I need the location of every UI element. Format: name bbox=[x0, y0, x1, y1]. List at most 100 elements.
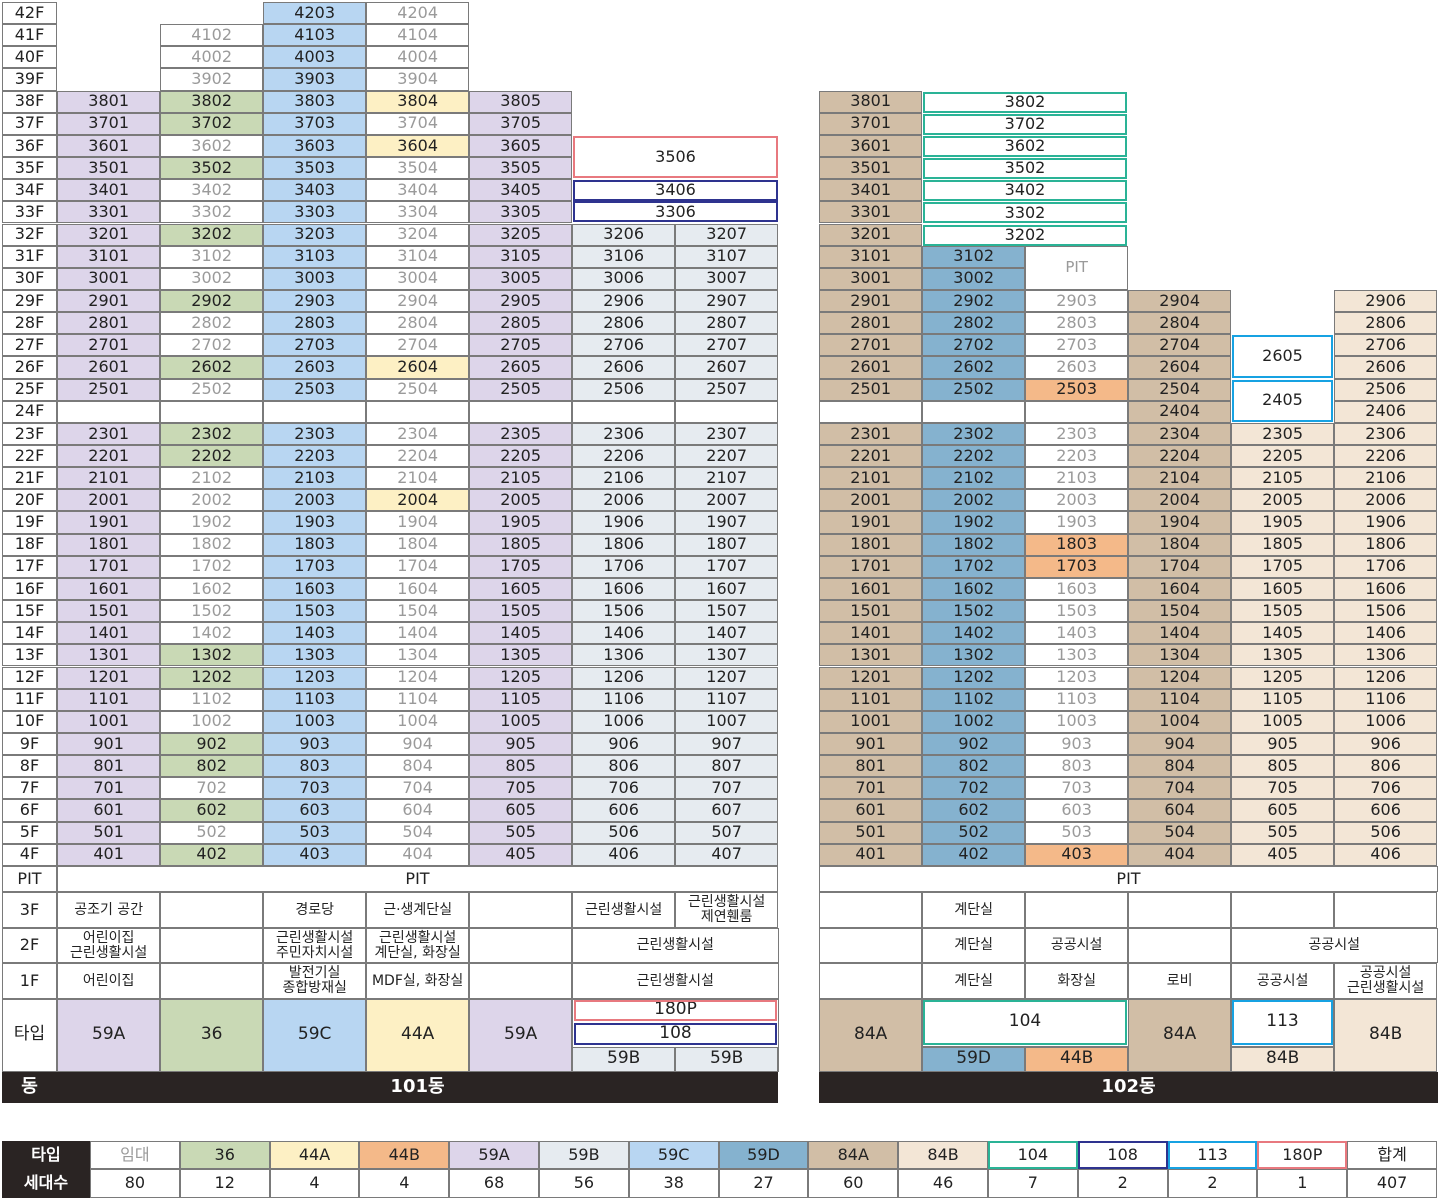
unit-cell[interactable]: 1801 bbox=[57, 533, 161, 556]
unit-cell[interactable]: 3002 bbox=[922, 267, 1026, 290]
unit-cell[interactable]: 1705 bbox=[1231, 555, 1335, 578]
unit-cell[interactable]: 3805 bbox=[469, 90, 573, 113]
unit-cell[interactable]: 1005 bbox=[1231, 710, 1335, 733]
unit-cell-wide[interactable]: 3202 bbox=[923, 224, 1127, 246]
unit-cell[interactable]: 2701 bbox=[57, 334, 161, 357]
unit-cell[interactable]: 806 bbox=[1334, 755, 1438, 778]
unit-cell-113[interactable]: 2405 bbox=[1232, 379, 1333, 422]
unit-cell[interactable]: 3505 bbox=[469, 157, 573, 180]
unit-cell[interactable]: 1001 bbox=[819, 710, 923, 733]
unit-cell[interactable]: 903 bbox=[263, 732, 367, 756]
unit-cell[interactable]: 1303 bbox=[263, 644, 367, 667]
unit-cell[interactable]: 1903 bbox=[1025, 511, 1129, 534]
unit-cell[interactable]: 1506 bbox=[572, 600, 676, 623]
unit-cell[interactable]: 804 bbox=[1128, 755, 1232, 778]
unit-cell[interactable]: 2107 bbox=[675, 467, 779, 490]
unit-cell[interactable]: 406 bbox=[572, 843, 676, 866]
unit-cell[interactable]: 803 bbox=[263, 755, 367, 778]
unit-cell[interactable]: 505 bbox=[1231, 821, 1335, 844]
unit-cell[interactable]: 4104 bbox=[366, 24, 470, 47]
unit-cell[interactable]: 404 bbox=[366, 843, 470, 866]
unit-cell[interactable]: 1802 bbox=[922, 533, 1026, 556]
unit-cell[interactable]: 702 bbox=[160, 777, 264, 800]
unit-cell[interactable]: 1002 bbox=[160, 710, 264, 733]
unit-cell[interactable]: 1304 bbox=[366, 644, 470, 667]
unit-cell[interactable]: 2105 bbox=[469, 467, 573, 490]
unit-cell[interactable]: 706 bbox=[1334, 777, 1438, 800]
unit-cell[interactable]: 2302 bbox=[922, 422, 1026, 445]
unit-cell[interactable]: 1702 bbox=[922, 555, 1026, 578]
unit-cell[interactable]: 1203 bbox=[263, 666, 367, 689]
unit-cell[interactable]: 1504 bbox=[366, 600, 470, 623]
unit-cell[interactable]: 3204 bbox=[366, 223, 470, 246]
unit-cell[interactable]: 3705 bbox=[469, 112, 573, 135]
unit-cell[interactable]: 701 bbox=[57, 777, 161, 800]
unit-cell[interactable]: 3107 bbox=[675, 245, 779, 268]
unit-cell[interactable]: 1607 bbox=[675, 577, 779, 601]
unit-cell[interactable]: 1904 bbox=[1128, 511, 1232, 534]
unit-cell[interactable]: 906 bbox=[572, 732, 676, 756]
unit-cell[interactable]: 1304 bbox=[1128, 644, 1232, 667]
unit-cell[interactable]: 501 bbox=[57, 821, 161, 844]
unit-cell[interactable]: 1207 bbox=[675, 666, 779, 689]
unit-cell[interactable]: 1902 bbox=[160, 511, 264, 534]
unit-cell[interactable]: 601 bbox=[819, 799, 923, 822]
unit-cell[interactable]: 405 bbox=[1231, 843, 1335, 866]
unit-cell[interactable]: 2904 bbox=[1128, 289, 1232, 313]
unit-cell[interactable]: 1402 bbox=[160, 622, 264, 645]
unit-cell[interactable]: 3402 bbox=[160, 179, 264, 202]
unit-cell[interactable]: 3103 bbox=[263, 245, 367, 268]
unit-cell[interactable]: 1804 bbox=[366, 533, 470, 556]
unit-cell[interactable]: 3302 bbox=[160, 201, 264, 224]
unit-cell[interactable]: 2203 bbox=[263, 445, 367, 468]
unit-cell[interactable]: 2304 bbox=[366, 422, 470, 445]
unit-cell[interactable]: 3501 bbox=[819, 157, 923, 180]
unit-cell[interactable]: 707 bbox=[675, 777, 779, 800]
unit-cell[interactable]: 4103 bbox=[263, 24, 367, 47]
unit-cell[interactable]: 2102 bbox=[160, 467, 264, 490]
unit-cell[interactable]: 3504 bbox=[366, 157, 470, 180]
unit-cell[interactable]: 3604 bbox=[366, 134, 470, 158]
unit-cell[interactable]: 2602 bbox=[160, 356, 264, 379]
unit-cell[interactable]: 2303 bbox=[263, 422, 367, 445]
unit-cell[interactable]: 1605 bbox=[1231, 577, 1335, 601]
unit-cell[interactable]: 1503 bbox=[1025, 600, 1129, 623]
unit-cell[interactable]: 3503 bbox=[263, 157, 367, 180]
unit-cell[interactable]: 3105 bbox=[469, 245, 573, 268]
unit-cell[interactable]: 3804 bbox=[366, 90, 470, 113]
unit-cell-wide[interactable]: 3402 bbox=[923, 180, 1127, 202]
unit-cell[interactable]: 3101 bbox=[57, 245, 161, 268]
unit-cell[interactable]: 2206 bbox=[572, 445, 676, 468]
unit-cell[interactable]: 1201 bbox=[819, 666, 923, 689]
unit-cell[interactable]: 401 bbox=[819, 843, 923, 866]
unit-cell[interactable]: 605 bbox=[469, 799, 573, 822]
unit-cell[interactable]: 2503 bbox=[1025, 378, 1129, 401]
unit-cell[interactable]: 3206 bbox=[572, 223, 676, 246]
unit-cell[interactable]: 2002 bbox=[160, 489, 264, 512]
unit-cell[interactable]: 1101 bbox=[57, 688, 161, 711]
unit-cell[interactable]: 805 bbox=[469, 755, 573, 778]
unit-cell[interactable]: 1703 bbox=[1025, 555, 1129, 578]
unit-cell[interactable]: 1704 bbox=[366, 555, 470, 578]
unit-cell[interactable]: 2003 bbox=[263, 489, 367, 512]
unit-cell[interactable]: 902 bbox=[160, 732, 264, 756]
unit-cell[interactable]: 405 bbox=[469, 843, 573, 866]
unit-cell[interactable]: 705 bbox=[469, 777, 573, 800]
unit-cell[interactable]: 504 bbox=[366, 821, 470, 844]
unit-cell[interactable]: 1401 bbox=[819, 622, 923, 645]
unit-cell[interactable]: 2504 bbox=[366, 378, 470, 401]
unit-cell[interactable]: 2002 bbox=[922, 489, 1026, 512]
unit-cell[interactable]: 1007 bbox=[675, 710, 779, 733]
unit-cell[interactable]: 1804 bbox=[1128, 533, 1232, 556]
unit-cell[interactable]: 2302 bbox=[160, 422, 264, 445]
unit-cell[interactable]: 604 bbox=[1128, 799, 1232, 822]
unit-cell[interactable]: 3903 bbox=[263, 68, 367, 91]
unit-cell[interactable]: 2005 bbox=[469, 489, 573, 512]
unit-cell[interactable]: 1604 bbox=[1128, 577, 1232, 601]
unit-cell[interactable]: 703 bbox=[263, 777, 367, 800]
unit-cell[interactable]: 1803 bbox=[263, 533, 367, 556]
unit-cell[interactable]: 1601 bbox=[57, 577, 161, 601]
unit-cell[interactable]: 3001 bbox=[819, 267, 923, 290]
unit-cell[interactable]: 1404 bbox=[366, 622, 470, 645]
unit-cell[interactable]: 1102 bbox=[922, 688, 1026, 711]
